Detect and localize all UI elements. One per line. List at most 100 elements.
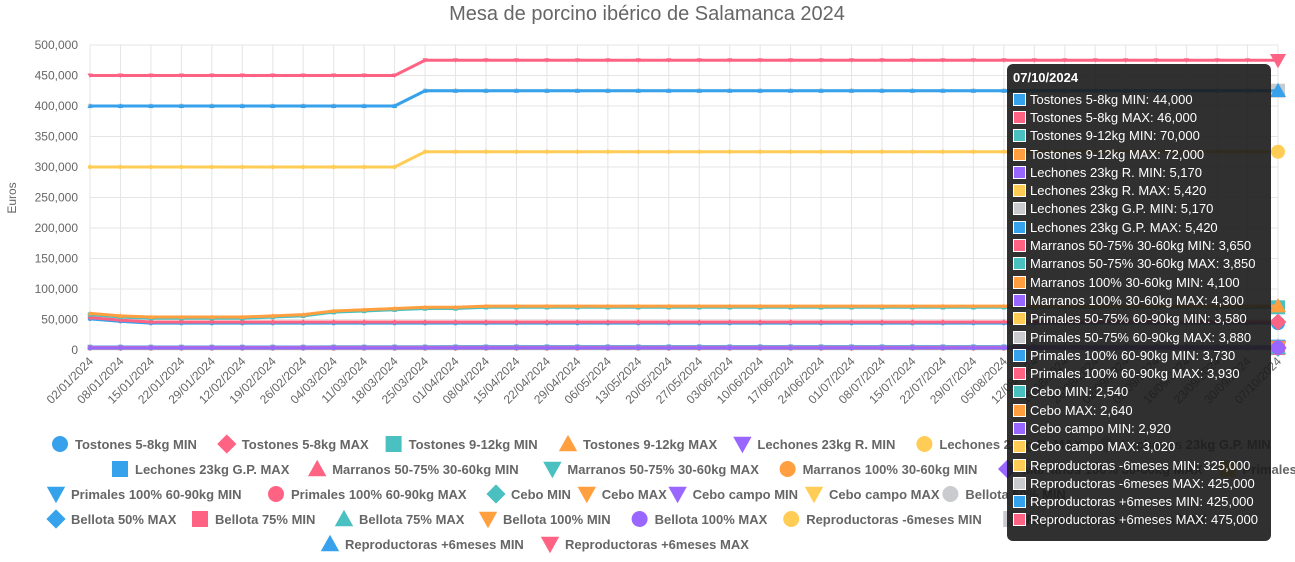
legend-marker [779,461,796,477]
legend-item[interactable]: Tostones 5-8kg MAX [217,434,369,454]
legend-item[interactable]: Lechones 23kg G.P. MAX [112,461,290,477]
y-tick-label: 200,000 [35,221,79,235]
tooltip-row: Reproductoras -6meses MIN: 325,000 [1013,456,1265,474]
data-point [148,73,154,79]
tooltip-swatch [1013,440,1026,454]
legend-marker [543,461,562,479]
data-point [1271,144,1285,159]
y-tick-label: 350,000 [35,130,79,144]
data-point [788,345,793,351]
tooltip-row: Primales 50-75% 60-90kg MIN: 3,580 [1013,310,1265,328]
data-point [514,149,519,154]
data-point [270,345,275,351]
legend-label: Marranos 50-75% 30-60kg MIN [332,462,518,477]
legend-item[interactable]: Marranos 50-75% 30-60kg MIN [308,459,519,477]
legend-item[interactable]: Cebo campo MAX [804,486,940,504]
data-point [209,314,215,320]
legend-item[interactable]: Cebo MIN [486,484,571,504]
legend-item[interactable]: Bellota 50% MAX [46,509,177,529]
data-point [818,345,824,351]
data-point [513,88,519,93]
legend-marker [320,534,340,552]
legend-item[interactable]: Bellota 100% MAX [631,511,768,527]
legend-item[interactable]: Reproductoras +6meses MIN [320,534,524,552]
tooltip-row-label: Primales 100% 60-90kg MAX: 3,930 [1030,366,1240,382]
data-point [270,73,276,79]
data-point [635,88,641,93]
tooltip-row-label: Cebo MIN: 2,540 [1030,384,1129,400]
data-point [1271,340,1285,355]
tooltip-swatch [1013,421,1026,435]
data-point [513,58,519,63]
legend-item[interactable]: Marranos 100% 30-60kg MIN [779,461,978,477]
legend-label: Primales 100% 60-90kg MIN [71,487,242,502]
data-point [1184,58,1190,63]
y-tick-label: 150,000 [35,252,79,266]
legend-item[interactable]: Bellota 100% MIN [478,511,611,529]
legend-item[interactable]: Lechones 23kg R. MIN [733,436,895,454]
data-point [209,345,215,351]
data-point [879,345,885,351]
data-point [970,319,977,325]
data-point [1001,58,1007,63]
data-point [270,313,276,318]
legend-item[interactable]: Marranos 50-75% 30-60kg MAX [543,461,759,479]
tooltip-swatch [1013,257,1026,271]
legend-item[interactable]: Bellota 75% MIN [192,511,315,527]
data-point [849,88,855,93]
data-point [818,319,824,325]
data-point [696,303,702,309]
legend-item[interactable]: Tostones 5-8kg MIN [52,436,197,452]
data-point [331,319,337,325]
data-point [787,319,794,325]
data-point [666,345,671,351]
tooltip-swatch [1013,275,1026,289]
data-point [727,303,733,309]
legend-label: Cebo MIN [511,487,571,502]
y-tick-label: 500,000 [35,38,79,52]
legend-item[interactable]: Primales 100% 60-90kg MIN [46,486,242,504]
tooltip-row-label: Reproductoras -6meses MIN: 325,000 [1030,457,1251,473]
data-point [117,73,123,79]
tooltip-title: 07/10/2024 [1013,70,1079,85]
legend-item[interactable]: Tostones 9-12kg MAX [558,434,718,452]
tooltip-swatch [1013,458,1026,472]
data-point [422,149,428,154]
legend-item[interactable]: Cebo MAX [577,486,668,504]
data-point [788,149,793,154]
data-point [757,58,763,63]
data-point [940,345,946,351]
tooltip-row: Lechones 23kg R. MIN: 5,170 [1013,163,1265,181]
data-point [1001,149,1007,154]
data-point [483,345,489,351]
legend-item[interactable]: Tostones 9-12kg MIN [385,436,538,452]
tooltip-row: Marranos 50-75% 30-60kg MIN: 3,650 [1013,236,1265,254]
tooltip-swatch [1013,495,1026,509]
data-point [239,73,245,79]
data-point [1214,58,1220,63]
data-point [879,58,885,63]
legend-item[interactable]: Reproductoras -6meses MIN [783,511,982,527]
tooltip-swatch [1013,202,1026,216]
tooltip-row-label: Lechones 23kg R. MAX: 5,420 [1030,183,1207,199]
legend-label: Primales 100% 60-90kg MAX [291,487,467,502]
data-point [971,345,976,351]
legend-item[interactable]: Cebo campo MIN [668,486,798,504]
data-point [727,149,732,154]
data-point [513,303,519,309]
y-axis-label: Euros [5,182,19,213]
data-point [331,103,337,108]
data-point [879,149,885,154]
data-point [361,307,367,312]
data-point [361,73,367,79]
data-point [392,73,398,79]
tooltip-swatch [1013,184,1026,198]
tooltip-swatch [1013,476,1026,490]
tooltip-row: Reproductoras -6meses MAX: 425,000 [1013,474,1265,492]
data-point [909,58,915,63]
legend-item[interactable]: Primales 100% 60-90kg MAX [268,486,467,502]
data-point [757,345,763,351]
data-point [940,58,946,63]
legend-item[interactable]: Bellota 75% MAX [334,509,465,527]
legend-item[interactable]: Reproductoras +6meses MAX [540,536,749,554]
